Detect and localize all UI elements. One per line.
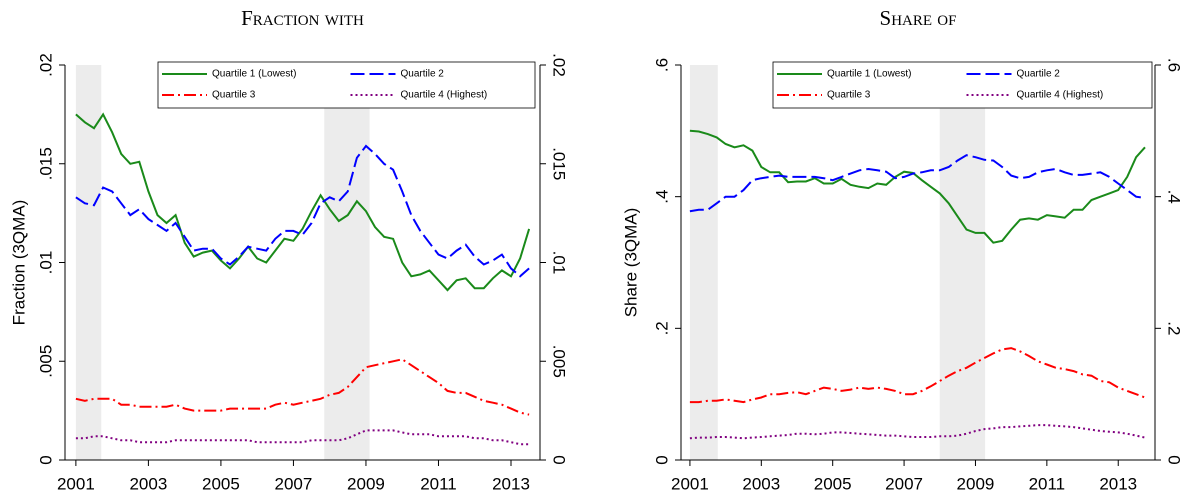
y-tick-label: 0 xyxy=(36,455,55,464)
y-tick-label: .02 xyxy=(550,53,569,77)
legend-label: Quartile 3 xyxy=(827,90,871,101)
x-tick-label: 2011 xyxy=(1029,474,1066,493)
x-tick-label: 2011 xyxy=(420,474,457,493)
x-tick-label: 2001 xyxy=(57,474,95,493)
series-line xyxy=(689,154,1146,213)
shaded-region xyxy=(75,65,102,460)
series-line xyxy=(689,424,1146,440)
panel: Share of Share (3QMA) 0 0 .2 .2 .4 .4 .6 .6 2001 20… xyxy=(621,6,1183,494)
y-tick-label: 0 xyxy=(550,455,569,464)
legend-label: Quartile 4 (Highest) xyxy=(1017,90,1104,101)
chart-title: Fraction with xyxy=(241,6,364,30)
x-tick-label: 2001 xyxy=(671,474,709,493)
y-tick-label: .015 xyxy=(36,147,55,180)
y-tick-label: 0 xyxy=(652,455,671,464)
x-tick-label: 2007 xyxy=(275,474,313,493)
x-tick-label: 2005 xyxy=(814,474,852,493)
series-line xyxy=(75,112,531,292)
y-tick-label: .2 xyxy=(1165,321,1184,335)
legend-label: Quartile 2 xyxy=(1017,69,1061,80)
shaded-region xyxy=(324,65,370,460)
series-line xyxy=(75,144,530,278)
y-tick-label: .01 xyxy=(36,251,55,275)
x-tick-label: 2013 xyxy=(1099,474,1137,493)
x-tick-label: 2009 xyxy=(347,474,385,493)
y-tick-label: 0 xyxy=(1165,455,1184,464)
y-tick-label: .005 xyxy=(550,345,569,378)
shaded-region xyxy=(939,65,986,460)
x-tick-label: 2009 xyxy=(957,474,995,493)
legend-box xyxy=(157,61,536,109)
series-line xyxy=(75,429,530,446)
x-tick-label: 2007 xyxy=(885,474,923,493)
y-axis-label: Fraction (3QMA) xyxy=(9,200,28,326)
legend-label: Quartile 1 (Lowest) xyxy=(212,69,296,80)
legend-label: Quartile 4 (Highest) xyxy=(401,90,488,101)
x-tick-label: 2003 xyxy=(129,474,167,493)
legend-box xyxy=(772,61,1153,109)
legend-label: Quartile 2 xyxy=(401,69,445,80)
series-line xyxy=(689,129,1146,244)
y-axis-label: Share (3QMA) xyxy=(621,208,640,318)
y-tick-label: .6 xyxy=(1165,58,1184,72)
legend-label: Quartile 1 (Lowest) xyxy=(827,69,911,80)
y-tick-label: .02 xyxy=(36,53,55,77)
series-line xyxy=(75,358,530,416)
y-tick-label: .015 xyxy=(550,147,569,180)
x-tick-label: 2003 xyxy=(742,474,780,493)
legend-label: Quartile 3 xyxy=(212,90,256,101)
series-line xyxy=(689,347,1146,404)
chart-title: Share of xyxy=(880,6,957,30)
y-tick-label: .4 xyxy=(1165,190,1184,204)
y-tick-label: .2 xyxy=(652,321,671,335)
x-tick-label: 2013 xyxy=(492,474,530,493)
y-tick-label: .005 xyxy=(36,345,55,378)
x-tick-label: 2005 xyxy=(202,474,240,493)
y-tick-label: .01 xyxy=(550,251,569,275)
y-tick-label: .6 xyxy=(652,58,671,72)
panel: Fraction with Fraction (3QMA) 0 0 .005 .005 .0… xyxy=(9,6,568,494)
y-tick-label: .4 xyxy=(652,190,671,204)
